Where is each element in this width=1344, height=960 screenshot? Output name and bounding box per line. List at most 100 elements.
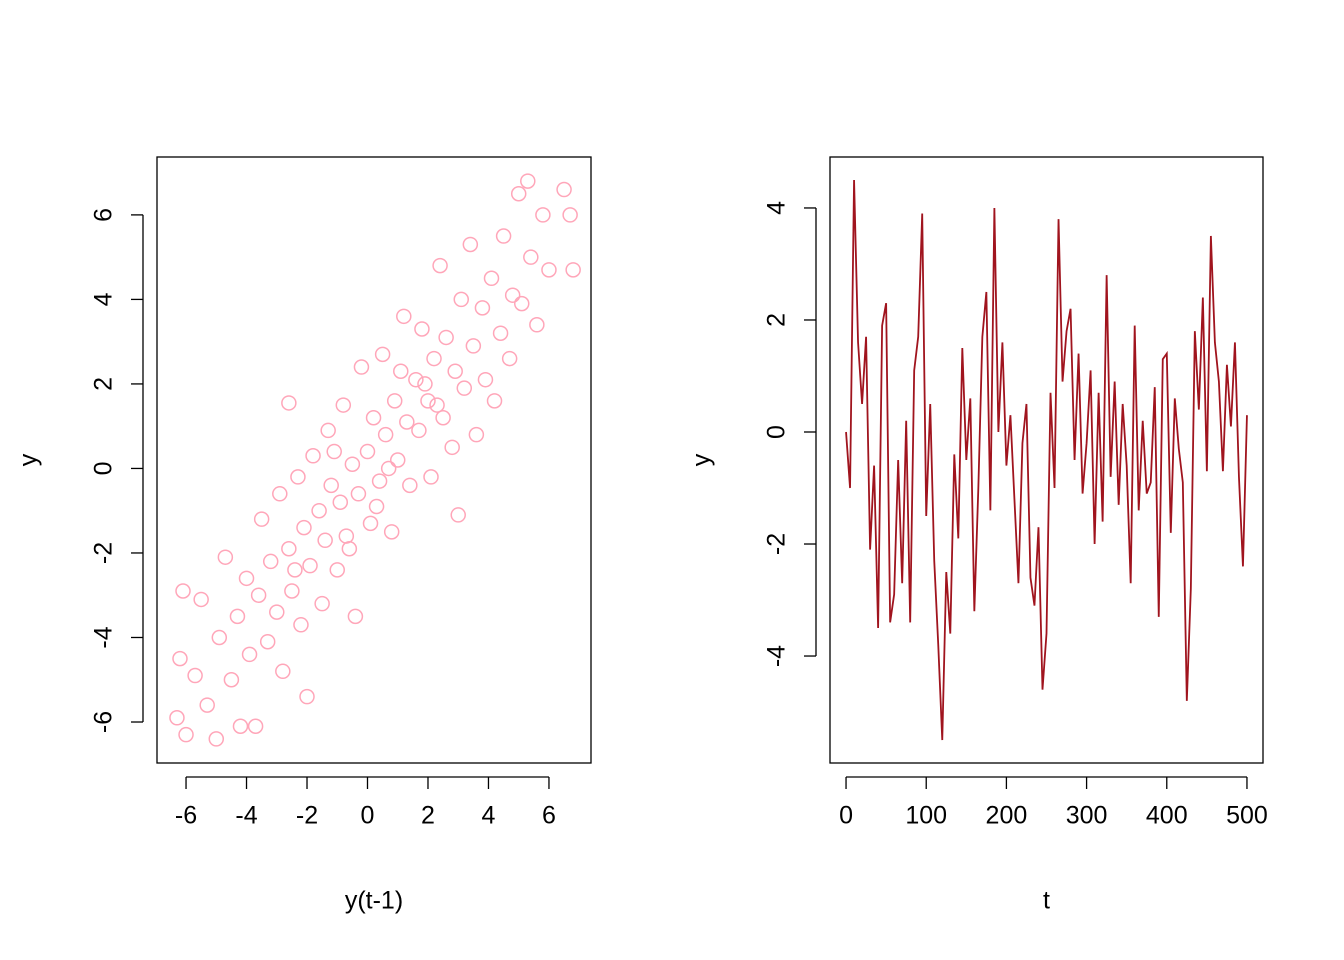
point [223,671,240,688]
point [541,262,557,278]
point [320,422,336,439]
point [414,321,430,337]
point [353,359,370,375]
point [335,397,352,413]
point [432,257,448,274]
point [287,562,303,578]
x-tick-label: -2 [296,802,318,830]
x-tick-label: 6 [542,802,556,830]
point [299,688,315,705]
x-axis-label: y(t-1) [345,887,403,915]
point [468,426,485,443]
point [187,667,203,684]
y-tick-label: -4 [90,626,118,648]
point [504,287,521,303]
point [393,363,409,380]
point [281,395,297,411]
y-axis-label: y [688,453,716,466]
point [477,371,494,388]
point [447,363,463,380]
point [465,338,482,354]
point [444,439,460,456]
y-tick-label: 2 [763,313,791,327]
point [247,718,264,734]
point [535,207,551,223]
point [211,629,228,646]
point [520,173,536,189]
point [556,181,572,198]
point [562,207,578,223]
x-tick-label: 300 [1066,802,1108,830]
point [262,553,279,570]
point [402,477,418,494]
point [374,346,391,363]
point [483,270,500,287]
point [411,422,427,439]
x-tick-label: 0 [839,802,853,830]
point [396,308,412,325]
point [259,633,276,650]
point [492,325,509,341]
point [426,350,442,367]
point [238,570,255,587]
point [365,409,382,426]
point [229,608,246,625]
y-tick-label: 4 [90,292,118,306]
point [323,477,339,494]
point [281,540,297,557]
point [438,329,454,346]
point [399,414,415,430]
point [450,507,466,523]
point [341,540,358,557]
point [429,397,445,413]
point [253,511,270,527]
y-axis-label: y [15,453,43,466]
point [523,249,539,265]
y-tick-label: 2 [90,377,118,391]
x-tick-label: 400 [1146,802,1188,830]
x-tick-label: 100 [905,802,947,830]
point [371,473,388,489]
point [311,502,327,519]
point [386,393,403,409]
point [462,236,479,253]
point [344,456,361,472]
y-tick-label: -4 [763,645,791,667]
point [305,448,321,464]
point [232,718,249,734]
point [350,486,367,502]
point [420,393,436,409]
point [314,595,330,612]
point [510,186,527,202]
point [513,295,530,312]
point [269,604,285,620]
x-tick-label: 500 [1226,802,1268,830]
point [377,426,394,443]
point [272,486,288,502]
point [383,524,400,540]
point [501,350,518,367]
point [296,519,312,536]
x-tick-label: 2 [421,802,435,830]
plot-box [829,156,1264,764]
plot-box [156,156,592,764]
point [290,469,306,485]
point [368,498,385,515]
point [347,608,364,625]
point [435,409,451,426]
y-tick-label: -2 [90,542,118,564]
x-tick-label: -4 [235,802,257,830]
point [408,371,424,388]
point [456,380,473,396]
point [293,617,309,633]
point [317,532,333,549]
point [486,393,503,409]
point [362,515,379,532]
point [332,494,349,511]
point [275,663,291,680]
point [178,726,194,743]
point [169,710,185,726]
x-tick-label: 4 [482,802,496,830]
point [302,557,318,574]
